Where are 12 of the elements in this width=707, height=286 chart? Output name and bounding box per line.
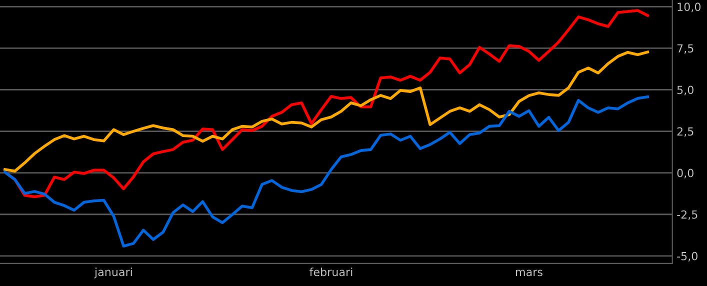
y-tick-label: 2,5 <box>677 127 694 137</box>
line-series <box>4 50 650 173</box>
y-tick-label: 7,5 <box>677 44 694 54</box>
y-tick-label: 5,0 <box>677 86 694 96</box>
y-tick-label: 0,0 <box>677 168 694 178</box>
y-tick-label: 10,0 <box>678 2 701 12</box>
line-series <box>4 95 650 248</box>
x-tick-label: februari <box>310 268 352 276</box>
x-tick-label: januari <box>94 268 132 278</box>
y-tick-label: -5,0 <box>677 252 698 262</box>
y-tick-label: -2,5 <box>677 210 698 220</box>
x-tick-label: mars <box>516 270 542 276</box>
